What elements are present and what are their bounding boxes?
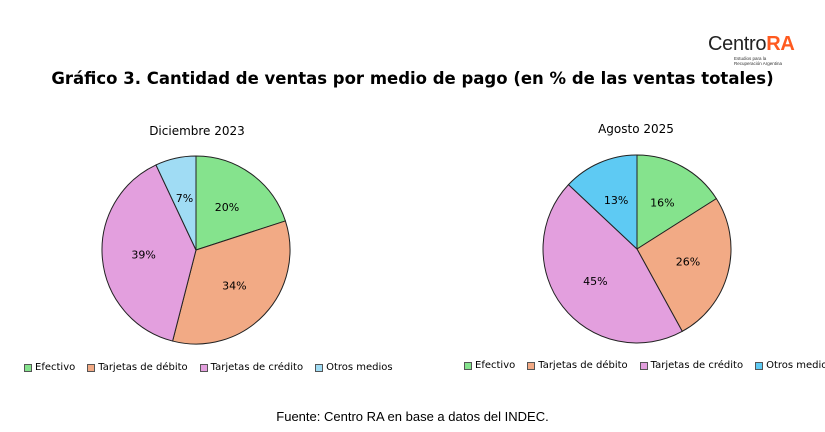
legend-label: Efectivo (475, 360, 516, 371)
legend-label: Tarjetas de débito (98, 362, 188, 373)
legend-swatch (527, 361, 536, 370)
slice-label-4: 13% (604, 194, 628, 207)
slice-label-1: 16% (650, 196, 674, 209)
legend-item: Tarjetas de crédito (639, 360, 744, 371)
logo-tagline: Estudios para la Recuperación Argentina (734, 56, 782, 66)
legend-1: Efectivo Tarjetas de débito Tarjetas de cr… (24, 362, 393, 373)
slice-label-2: 26% (676, 256, 700, 269)
legend-item: Otros medios (315, 362, 393, 373)
pie-slice-1 (195, 155, 287, 251)
pie-slice-2 (172, 220, 291, 345)
legend-swatch (315, 363, 324, 372)
logo-tagline-line-1: Estudios para la (734, 56, 767, 61)
pie-chart-1: 20% 34% 39% 7% (101, 155, 291, 345)
chart-title-2: Agosto 2025 (598, 122, 674, 136)
legend-item: Tarjetas de crédito (199, 362, 304, 373)
source-note: Fuente: Centro RA en base a datos del IN… (276, 409, 549, 424)
legend-2: Efectivo Tarjetas de débito Tarjetas de cr… (464, 360, 825, 371)
legend-label: Tarjetas de débito (538, 360, 628, 371)
slice-label-1: 20% (215, 201, 239, 214)
pie-slice-2 (636, 197, 732, 333)
pie-slice-4 (567, 154, 638, 251)
figure-title: Gráfico 3. Cantidad de ventas por medio … (51, 69, 774, 88)
pie-slice-3 (101, 164, 197, 342)
logo-name-accent: RA (766, 33, 795, 55)
slice-label-4: 7% (176, 192, 193, 205)
legend-swatch (87, 363, 96, 372)
legend-item: Efectivo (24, 362, 75, 373)
pie-slice-4 (155, 155, 197, 251)
slice-label-3: 45% (583, 275, 607, 288)
pie-chart-2: 16% 26% 45% 13% (542, 154, 732, 344)
legend-label: Efectivo (35, 362, 76, 373)
legend-item: Tarjetas de débito (87, 362, 188, 373)
pie-slice-1 (636, 154, 718, 250)
centro-ra-logo: CentroRA Estudios para la Recuperación A… (708, 32, 808, 72)
logo-wordmark: CentroRA (708, 32, 795, 56)
logo-name-main: Centro (708, 33, 767, 55)
legend-label: Otros medios (326, 362, 393, 373)
legend-label: Tarjetas de crédito (650, 360, 744, 371)
legend-item: Otros medios (755, 360, 825, 371)
slice-label-2: 34% (222, 280, 246, 293)
slice-label-3: 39% (131, 248, 155, 261)
chart-title-1: Diciembre 2023 (149, 124, 245, 138)
legend-item: Efectivo (464, 360, 515, 371)
legend-swatch (199, 363, 208, 372)
legend-swatch (755, 361, 764, 370)
legend-item: Tarjetas de débito (527, 360, 628, 371)
legend-swatch (639, 361, 648, 370)
legend-swatch (24, 363, 32, 372)
logo-tagline-line-2: Recuperación Argentina (734, 61, 783, 66)
pie-slice-3 (542, 183, 683, 344)
legend-label: Otros medios (766, 360, 825, 371)
legend-swatch (464, 361, 472, 370)
legend-label: Tarjetas de crédito (210, 362, 304, 373)
